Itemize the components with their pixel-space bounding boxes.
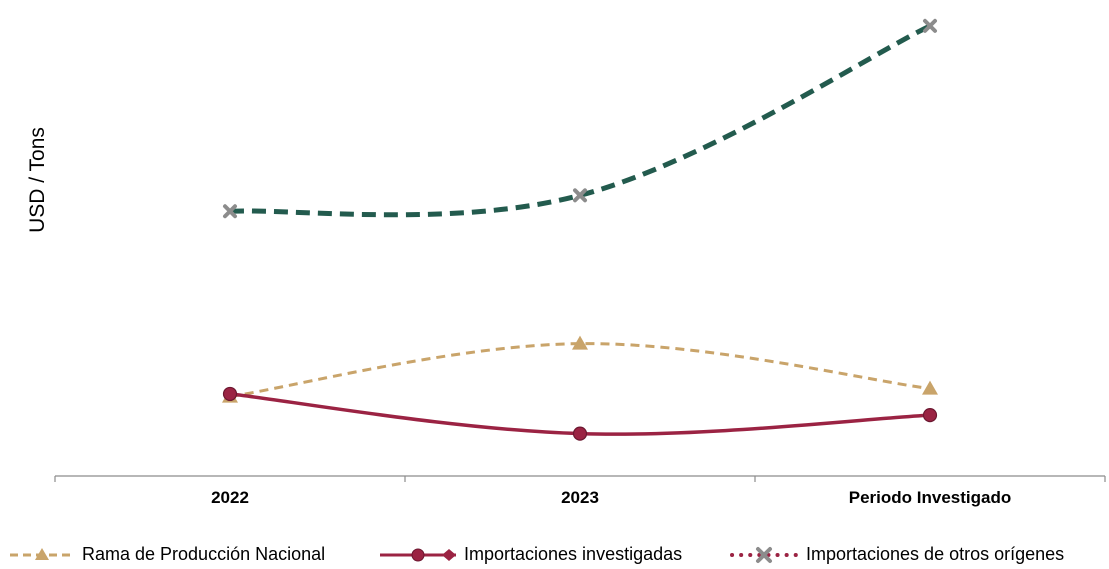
legend-swatch-solid-circle (380, 548, 456, 561)
legend-swatch-dotted-x (730, 546, 800, 563)
legend-item-rama: Rama de Producción Nacional (8, 540, 325, 569)
x-tick-label: 2023 (561, 488, 599, 507)
data-point-circle (222, 386, 238, 402)
series-0 (222, 335, 938, 403)
data-point-circle (572, 426, 588, 441)
x-tick-label: Periodo Investigado (849, 488, 1011, 507)
x-axis-tick-labels: 2022 2023 Periodo Investigado (211, 488, 1011, 507)
data-point-x (923, 18, 937, 33)
data-point-x (573, 188, 587, 203)
legend-label: Importaciones investigadas (464, 544, 683, 564)
y-axis-label: USD / Tons (26, 127, 49, 233)
series-line (229, 342, 931, 399)
data-point-circle (922, 408, 938, 423)
x-tick-label: 2022 (211, 488, 249, 507)
data-point-triangle (922, 380, 938, 395)
legend-label: Importaciones de otros orígenes (806, 544, 1065, 564)
data-point-x (223, 204, 237, 219)
data-point-triangle (572, 335, 588, 350)
line-chart: USD / Tons 2022 2023 Periodo Investigado (26, 18, 1106, 507)
series-2 (223, 18, 937, 219)
legend-item-otros-origenes: Importaciones de otros orígenes (728, 540, 1064, 569)
series-line (229, 23, 932, 218)
legend-label: Rama de Producción Nacional (82, 544, 326, 564)
legend: Rama de Producción Nacional Importacione… (0, 540, 1109, 569)
series-1 (222, 386, 938, 441)
legend-swatch-dashed-triangle (10, 547, 74, 560)
x-axis-ticks (54, 476, 1106, 482)
legend-item-importaciones-investigadas: Importaciones investigadas (378, 540, 682, 569)
series-layer (222, 18, 938, 441)
